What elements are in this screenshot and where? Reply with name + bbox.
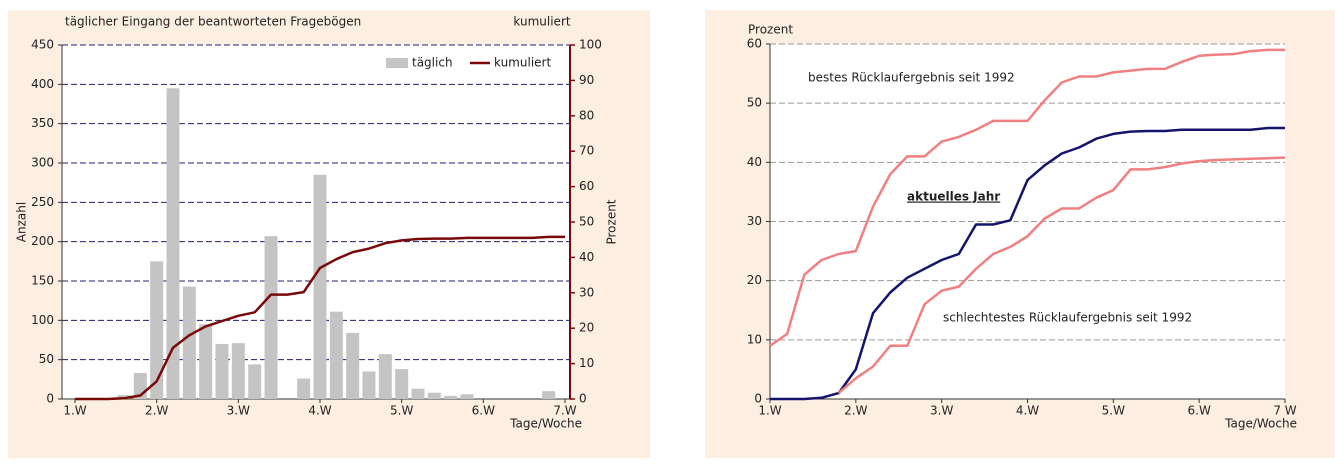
y-tick-label: 50 xyxy=(747,96,762,110)
y2-axis-label: Prozent xyxy=(605,199,619,244)
y-tick-label: 40 xyxy=(747,155,762,169)
bar xyxy=(215,343,229,399)
y-tick-label: 450 xyxy=(31,38,54,52)
bar xyxy=(182,286,196,399)
x-tick-label: 7 W xyxy=(1273,404,1296,418)
x-tick-label: 5.W xyxy=(390,404,413,418)
bar xyxy=(297,378,311,399)
bar xyxy=(231,343,245,399)
y-axis-label: Prozent xyxy=(748,23,793,37)
y-tick-label: 10 xyxy=(747,332,762,346)
x-tick-label: 1.W xyxy=(63,404,86,418)
y2-tick-label: 80 xyxy=(579,108,594,122)
x-tick-label: 4.W xyxy=(308,404,331,418)
y-tick-label: 100 xyxy=(31,313,54,327)
y-tick-label: 400 xyxy=(31,77,54,91)
series-label: aktuelles Jahr xyxy=(907,190,1000,204)
bar xyxy=(411,388,425,399)
y2-tick-label: 0 xyxy=(579,392,587,406)
chart-title: täglicher Eingang der beantworteten Frag… xyxy=(65,15,361,29)
y2-tick-label: 100 xyxy=(579,38,602,52)
bar xyxy=(150,261,164,399)
bar xyxy=(362,371,376,399)
x-tick-label: 6.W xyxy=(1188,404,1211,418)
line xyxy=(75,235,565,401)
bar xyxy=(444,395,458,399)
bar xyxy=(460,394,474,399)
x-tick-label: 5.W xyxy=(1102,404,1125,418)
y-tick-label: 350 xyxy=(31,116,54,130)
x-tick-label: 2.W xyxy=(145,404,168,418)
x-axis-label: Tage/Woche xyxy=(509,417,582,431)
line xyxy=(769,48,1285,347)
y-tick-label: 20 xyxy=(747,273,762,287)
bar xyxy=(346,332,360,399)
y2-tick-label: 30 xyxy=(579,285,594,299)
bar xyxy=(264,236,278,399)
y-tick-label: 300 xyxy=(31,156,54,170)
bar xyxy=(248,364,262,399)
bar xyxy=(378,354,392,399)
legend-label: täglich xyxy=(412,56,453,70)
y2-tick-label: 70 xyxy=(579,144,594,158)
bar xyxy=(199,324,213,399)
y-tick-label: 60 xyxy=(747,37,762,51)
y2-tick-label: 40 xyxy=(579,250,594,264)
y2-tick-label: 20 xyxy=(579,321,594,335)
bar xyxy=(166,88,180,400)
x-tick-label: 1.W xyxy=(758,404,781,418)
y2-tick-label: 50 xyxy=(579,215,594,229)
legend-label: kumuliert xyxy=(494,56,551,70)
y2-tick-label: 60 xyxy=(579,179,594,193)
x-tick-label: 4.W xyxy=(1016,404,1039,418)
x-tick-label: 7.W xyxy=(553,404,576,418)
series-label: schlechtestes Rücklaufergebnis seit 1992 xyxy=(943,311,1192,325)
bar xyxy=(542,391,556,399)
y2-title: kumuliert xyxy=(513,15,570,29)
x-tick-label: 2.W xyxy=(844,404,867,418)
y-axis-label: Anzahl xyxy=(15,202,29,242)
line xyxy=(770,126,1285,401)
line xyxy=(837,156,1286,395)
y-tick-label: 0 xyxy=(754,392,762,406)
bar xyxy=(395,369,409,399)
bar xyxy=(313,174,327,399)
bar xyxy=(427,392,441,399)
x-tick-label: 6.W xyxy=(472,404,495,418)
y-tick-label: 250 xyxy=(31,195,54,209)
y-tick-label: 200 xyxy=(31,234,54,248)
y-tick-label: 50 xyxy=(39,352,54,366)
y2-tick-label: 90 xyxy=(579,73,594,87)
x-axis-label: Tage/Woche xyxy=(1224,417,1297,431)
y-tick-label: 150 xyxy=(31,274,54,288)
x-tick-label: 3.W xyxy=(227,404,250,418)
bar xyxy=(329,311,343,399)
y-tick-label: 30 xyxy=(747,214,762,228)
legend-swatch xyxy=(386,58,408,68)
x-tick-label: 3.W xyxy=(930,404,953,418)
y-tick-label: 0 xyxy=(46,392,54,406)
y2-tick-label: 10 xyxy=(579,356,594,370)
series-label: bestes Rücklaufergebnis seit 1992 xyxy=(808,71,1015,85)
